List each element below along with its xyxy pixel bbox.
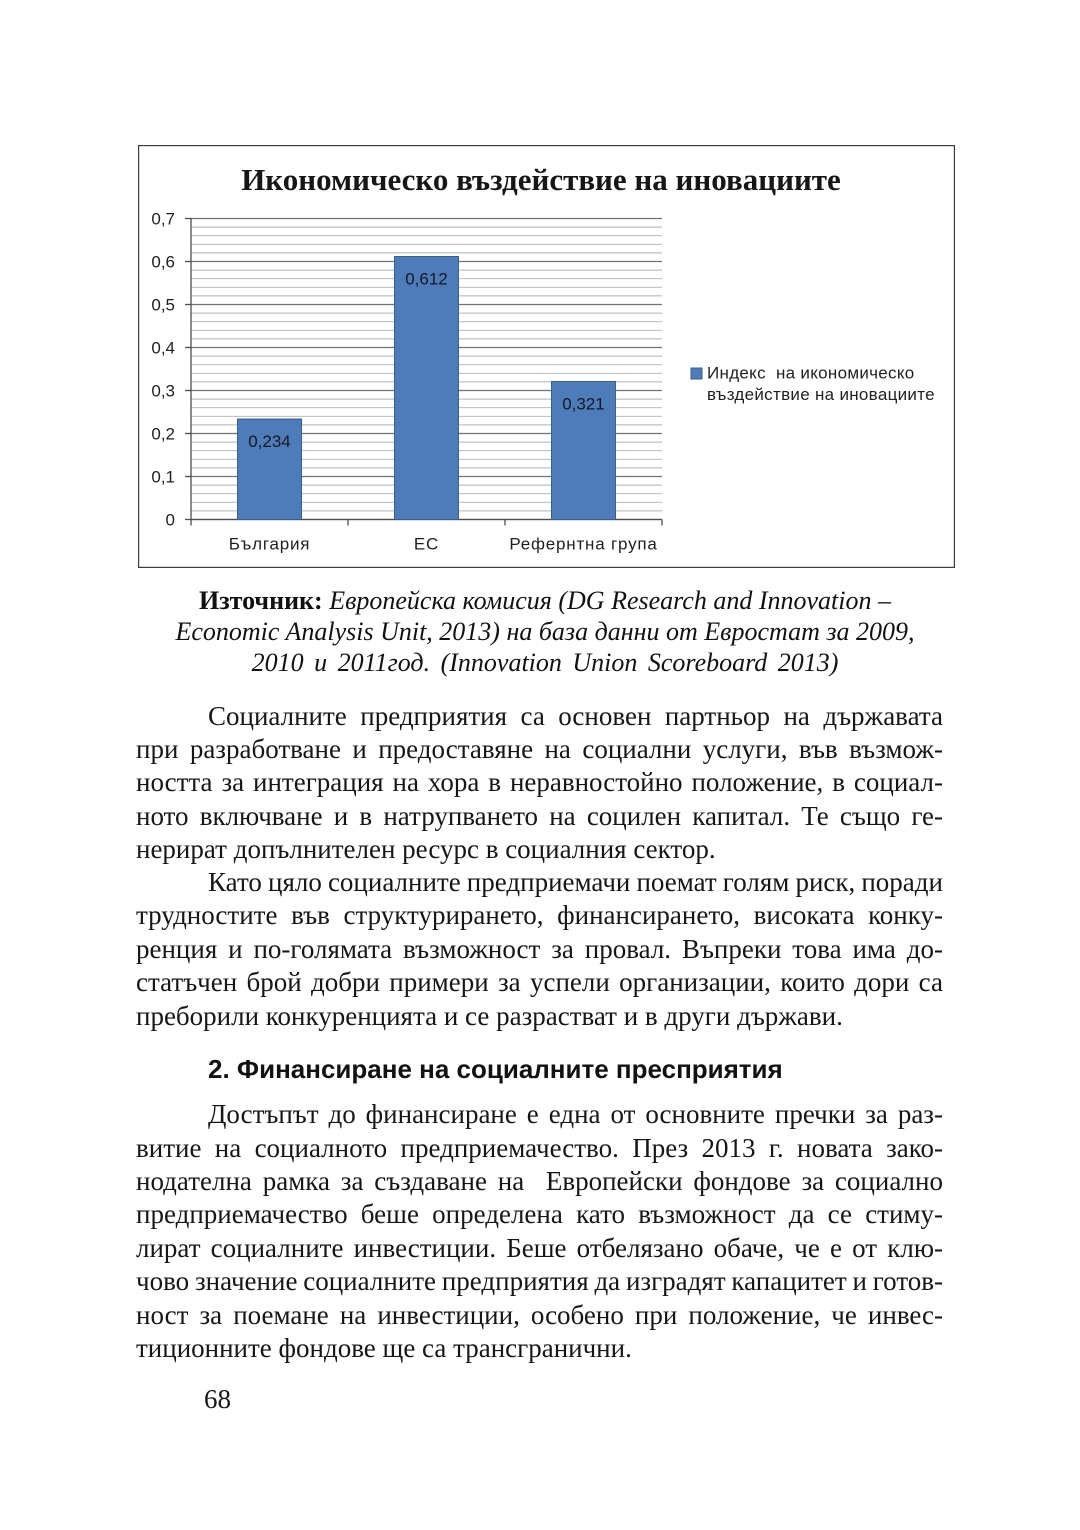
svg-text:0,7: 0,7 <box>151 210 175 229</box>
svg-text:0,321: 0,321 <box>562 395 605 414</box>
svg-text:0,612: 0,612 <box>405 270 448 289</box>
svg-text:0: 0 <box>166 511 175 530</box>
svg-text:0,1: 0,1 <box>151 468 175 487</box>
svg-text:ЕС: ЕС <box>414 534 439 553</box>
svg-text:въздействие на иновациите: въздействие на иновациите <box>707 385 935 404</box>
svg-text:0,2: 0,2 <box>151 425 175 444</box>
svg-text:Индекс на икономическо: Индекс на икономическо <box>707 363 915 382</box>
svg-text:Икономическо въздействие на ин: Икономическо въздействие на иновациите <box>241 162 841 197</box>
svg-text:0,3: 0,3 <box>151 382 175 401</box>
svg-text:България: България <box>229 534 311 553</box>
svg-text:0,4: 0,4 <box>151 339 175 358</box>
svg-text:Рефернтна група: Рефернтна група <box>509 534 657 553</box>
svg-text:0,6: 0,6 <box>151 253 175 272</box>
svg-text:0,234: 0,234 <box>248 432 291 451</box>
svg-text:0,5: 0,5 <box>151 296 175 315</box>
